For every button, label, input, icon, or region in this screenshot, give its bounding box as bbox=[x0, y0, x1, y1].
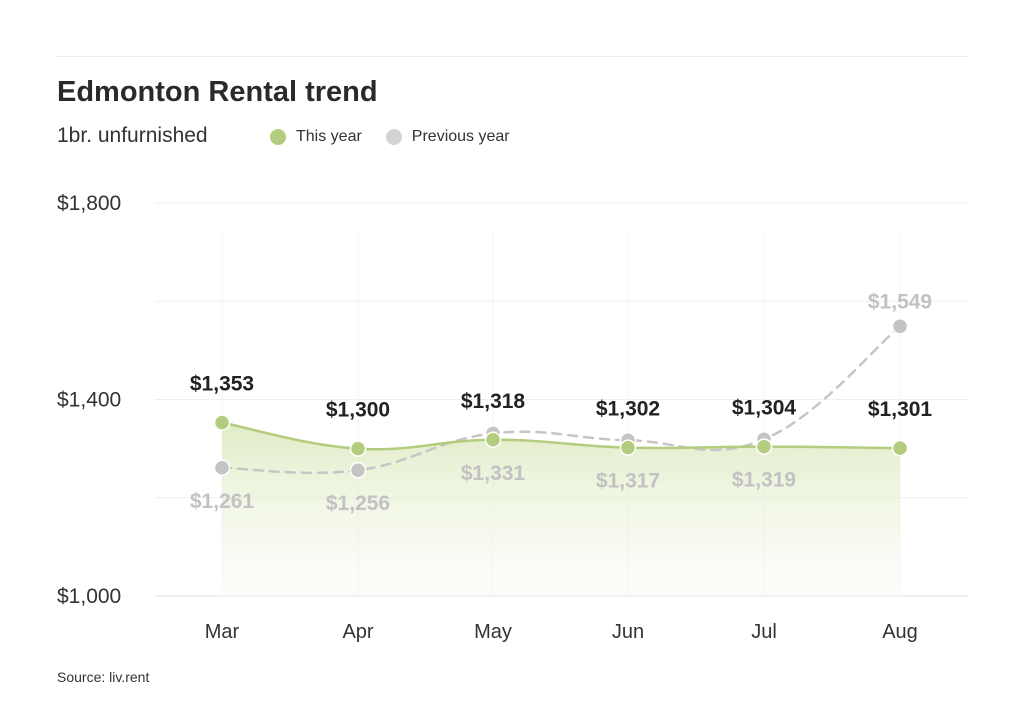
y-tick-label: $1,800 bbox=[57, 192, 121, 215]
previous-year-value-label: $1,261 bbox=[190, 490, 255, 513]
y-tick-label: $1,000 bbox=[57, 585, 121, 608]
legend-dot-previous-year bbox=[385, 129, 402, 145]
previous-year-value-label: $1,549 bbox=[868, 290, 932, 313]
this-year-point bbox=[213, 414, 231, 431]
legend-label-this-year: This year bbox=[296, 128, 362, 145]
this-year-value-label: $1,301 bbox=[868, 398, 933, 421]
this-year-line bbox=[221, 421, 901, 451]
data-points bbox=[213, 318, 909, 479]
this-year-area bbox=[222, 422, 900, 596]
x-tick-label: Apr bbox=[342, 621, 373, 643]
previous-year-point bbox=[213, 459, 231, 477]
this-year-value-label: $1,302 bbox=[596, 398, 660, 421]
this-year-value-label: $1,318 bbox=[461, 390, 526, 413]
previous-year-value-label: $1,256 bbox=[326, 492, 390, 515]
previous-year-point bbox=[891, 318, 909, 335]
legend-dot-this-year bbox=[270, 129, 286, 145]
source-note: Source: liv.rent bbox=[57, 669, 150, 685]
this-year-point bbox=[349, 440, 367, 457]
this-year-point bbox=[755, 438, 773, 455]
chart-subtitle: 1br. unfurnished bbox=[57, 124, 208, 147]
legend-label-previous-year: Previous year bbox=[411, 128, 510, 145]
this-year-point bbox=[891, 439, 909, 457]
series-lines bbox=[220, 325, 902, 475]
y-tick-label: $1,400 bbox=[57, 389, 121, 412]
y-axis: $1,800 $1,400 $1,000 bbox=[57, 192, 121, 608]
x-axis: Mar Apr May Jun Jul Aug bbox=[205, 621, 918, 643]
previous-year-value-label: $1,319 bbox=[732, 469, 796, 492]
previous-year-point bbox=[349, 461, 367, 479]
legend-item-previous-year: Previous year bbox=[385, 128, 510, 146]
this-year-value-label: $1,353 bbox=[190, 373, 254, 396]
data-labels: $1,353 $1,300 $1,318 $1,302 $1,304 $1,301 $1,2… bbox=[190, 290, 933, 515]
top-divider bbox=[56, 56, 968, 57]
previous-year-value-label: $1,317 bbox=[596, 470, 660, 493]
previous-year-value-label: $1,331 bbox=[461, 462, 526, 485]
x-tick-label: Mar bbox=[205, 621, 240, 643]
previous-year-line bbox=[220, 325, 902, 475]
chart-title: Edmonton Rental trend bbox=[57, 76, 378, 108]
this-year-value-label: $1,304 bbox=[732, 397, 797, 420]
legend: This year Previous year bbox=[270, 128, 534, 146]
legend-item-this-year: This year bbox=[270, 128, 362, 146]
x-tick-label: Aug bbox=[882, 621, 918, 643]
x-tick-label: May bbox=[474, 621, 512, 643]
this-year-value-label: $1,300 bbox=[326, 399, 390, 422]
x-tick-label: Jun bbox=[612, 621, 644, 643]
this-year-point bbox=[484, 431, 502, 449]
this-year-area-fill bbox=[222, 422, 900, 596]
this-year-point bbox=[619, 439, 637, 456]
x-tick-label: Jul bbox=[751, 621, 777, 643]
